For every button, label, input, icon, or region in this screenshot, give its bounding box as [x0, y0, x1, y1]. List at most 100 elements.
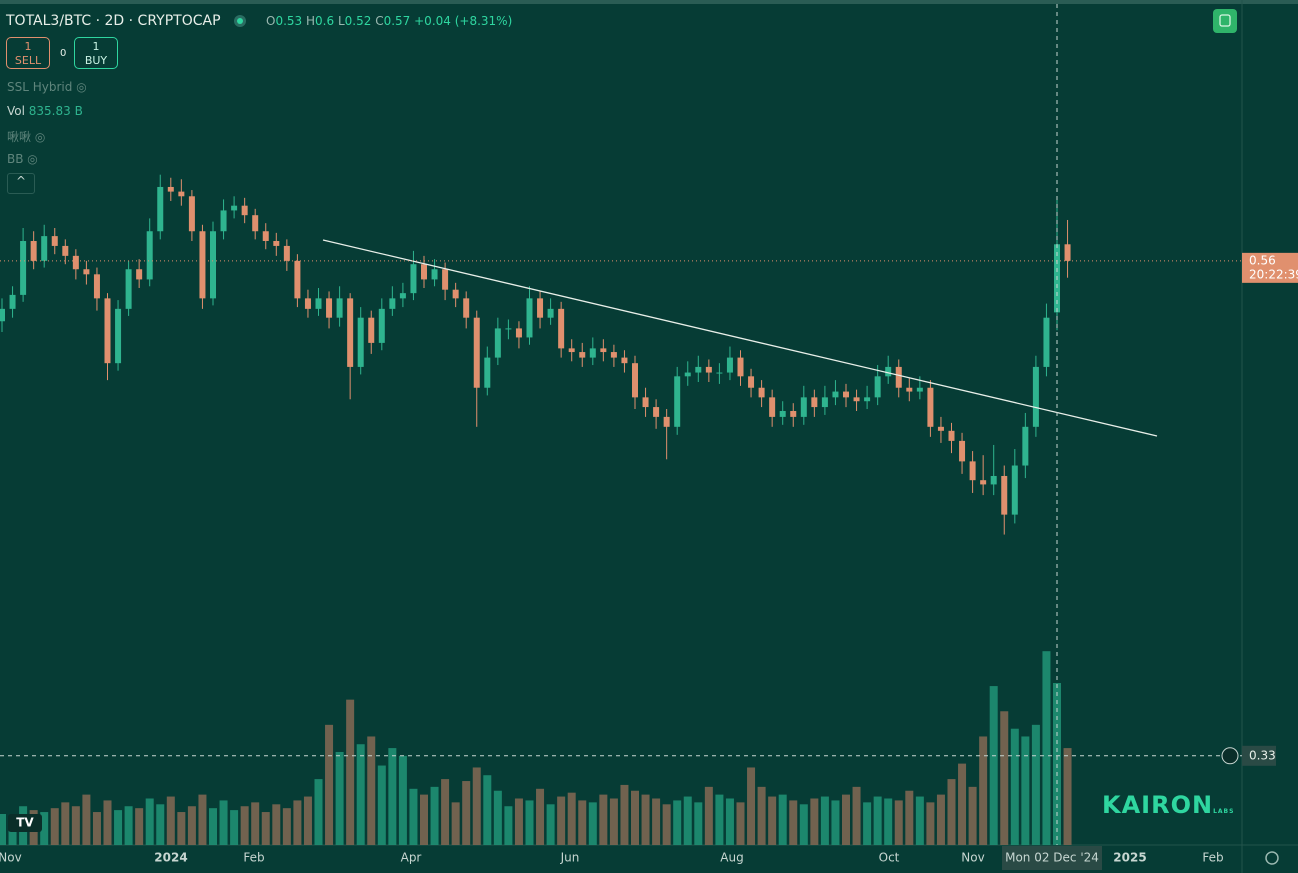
- last-price-label: 0.56: [1249, 253, 1276, 267]
- candle-body: [811, 397, 818, 408]
- candle-body: [547, 308, 554, 318]
- volume-bar: [82, 794, 91, 845]
- sell-label: SELL: [14, 54, 42, 67]
- volume-bar: [1010, 728, 1019, 845]
- x-tick-label: Oct: [879, 851, 900, 865]
- candle-body: [389, 298, 396, 309]
- volume-bar: [778, 794, 787, 845]
- candle-body: [442, 269, 449, 290]
- volume-bar: [114, 810, 123, 845]
- volume-bar: [493, 790, 502, 845]
- candle-body: [188, 196, 195, 232]
- settings-button[interactable]: [1265, 851, 1279, 865]
- volume-bar: [514, 798, 523, 845]
- sell-button[interactable]: 1 SELL: [6, 37, 50, 69]
- volume-bar: [652, 798, 661, 845]
- volume-bar: [145, 798, 154, 845]
- candle-body: [41, 236, 48, 261]
- candle-body: [674, 376, 681, 427]
- volume-bar: [71, 806, 80, 845]
- candle-body: [136, 269, 143, 280]
- x-tick-label: Aug: [720, 851, 743, 865]
- collapse-button[interactable]: ^: [7, 173, 35, 194]
- buy-button[interactable]: 1 BUY: [74, 37, 118, 69]
- candle-body: [357, 317, 364, 367]
- candle-body: [537, 298, 544, 318]
- volume-bar: [50, 808, 59, 845]
- volume-bar: [377, 765, 386, 845]
- volume-bar: [177, 812, 186, 845]
- volume-bar: [409, 788, 418, 845]
- candle-body: [853, 397, 860, 402]
- candle-body: [737, 357, 744, 377]
- candle-body: [146, 231, 153, 280]
- candle-body: [72, 255, 79, 270]
- indicator-bb[interactable]: BB ◎: [7, 152, 38, 166]
- indicator-vol[interactable]: Vol 835.83 B: [7, 104, 83, 118]
- volume-bar: [1021, 736, 1030, 845]
- candle-body: [115, 308, 122, 364]
- candle-body: [726, 357, 733, 373]
- candle-body: [178, 191, 185, 197]
- volume-bar: [683, 796, 692, 845]
- volume-bar: [557, 796, 566, 845]
- candle-body: [1001, 475, 1008, 515]
- candle-body: [463, 298, 470, 318]
- volume-bar: [451, 802, 460, 845]
- crosshair-price-label: 0.33: [1249, 748, 1276, 762]
- candle-body: [874, 376, 881, 398]
- volume-bar: [187, 806, 196, 845]
- legend-value: 0.52: [344, 14, 372, 28]
- volume-bar: [588, 802, 597, 845]
- ohlc-legend: O0.53 H0.6 L0.52 C0.57 +0.04 (+8.31%): [266, 14, 512, 28]
- indicator-value: 835.83 B: [28, 104, 83, 118]
- volume-bar: [209, 808, 217, 845]
- volume-bar: [989, 686, 998, 845]
- volume-bar: [462, 781, 471, 845]
- indicator-name: Vol: [7, 104, 25, 118]
- candle-body: [589, 348, 596, 358]
- legend-key: O: [266, 14, 276, 28]
- candle-body: [927, 387, 934, 427]
- volume-bar: [599, 794, 608, 845]
- candle-body: [304, 298, 311, 309]
- volume-bar: [979, 736, 988, 845]
- x-tick-label: 2025: [1113, 851, 1146, 865]
- candle-body: [1064, 244, 1071, 261]
- candle-body: [937, 426, 944, 431]
- indicator-custom[interactable]: 啾啾 ◎: [7, 130, 46, 144]
- fullscreen-icon: [1219, 14, 1231, 27]
- candle-body: [452, 289, 459, 299]
- candle-body: [241, 205, 248, 216]
- candle-body: [1011, 465, 1018, 515]
- volume-bar: [135, 808, 144, 845]
- volume-bar: [673, 800, 682, 845]
- volume-bar: [103, 800, 112, 845]
- volume-bar: [251, 802, 260, 845]
- candle-body: [283, 245, 290, 261]
- volume-bar: [156, 804, 165, 845]
- x-tick-label: Feb: [1202, 851, 1223, 865]
- candle-body: [0, 308, 5, 322]
- volume-bar: [335, 751, 344, 845]
- volume-bar: [905, 790, 914, 845]
- volume-bar: [768, 796, 777, 845]
- volume-bar: [757, 786, 766, 845]
- candle-layer: [0, 174, 1071, 535]
- volume-bar: [747, 767, 756, 845]
- volume-bar: [789, 800, 798, 845]
- volume-bar: [715, 794, 724, 845]
- volume-bar: [968, 786, 977, 845]
- volume-bar: [325, 724, 334, 845]
- volume-bar: [240, 806, 249, 845]
- volume-bar: [166, 796, 175, 845]
- fullscreen-button[interactable]: [1213, 9, 1237, 33]
- indicator-name: BB: [7, 152, 24, 166]
- x-tick-label: Jun: [560, 851, 580, 865]
- volume-bar: [609, 798, 618, 845]
- volume-bar: [884, 798, 893, 845]
- legend-value: 0.57: [383, 14, 411, 28]
- indicator-ssl[interactable]: SSL Hybrid ◎: [7, 80, 87, 94]
